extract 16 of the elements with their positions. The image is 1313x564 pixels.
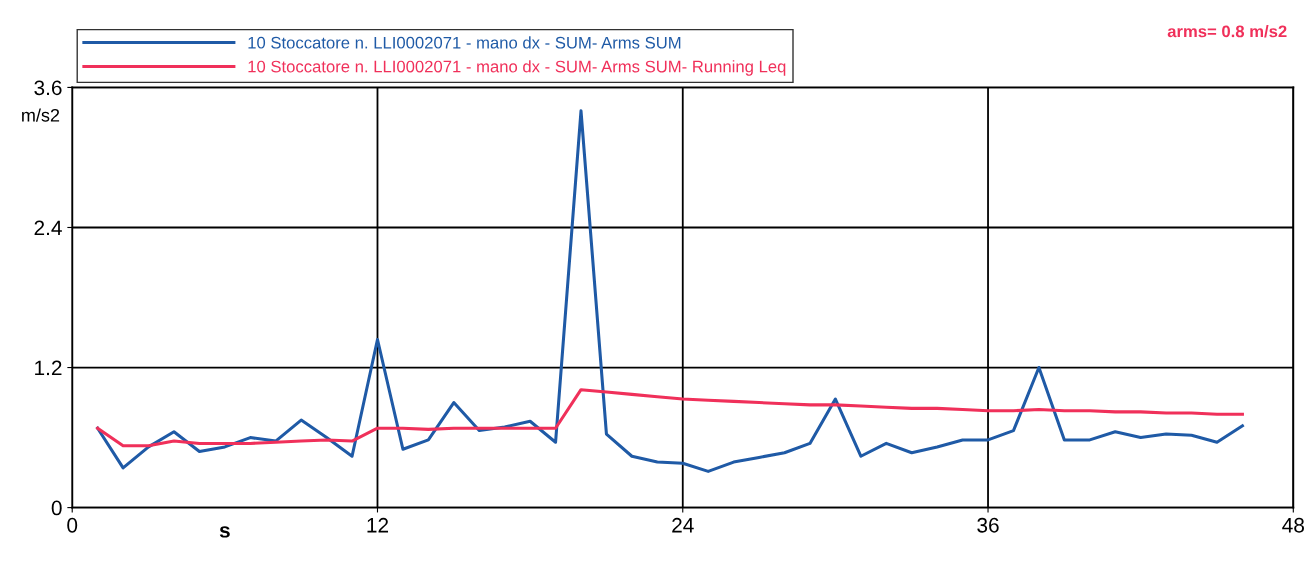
y-tick-label: 2.4 bbox=[34, 220, 62, 236]
y-tick-label: 3.6 bbox=[34, 80, 62, 96]
line-series bbox=[96, 388, 1244, 448]
x-axis-title: s bbox=[219, 526, 230, 538]
x-tick-label: 36 bbox=[977, 517, 999, 533]
x-tick-label: 48 bbox=[1282, 517, 1304, 533]
text: 10 Stoccatore n. LLI0002071 - mano dx - SUM- Arms SUM- Running Leq bbox=[248, 60, 786, 76]
y-axis-title: m/s2 bbox=[22, 108, 60, 122]
line-series bbox=[96, 109, 1244, 473]
text: arms= 0.8 m/s2 bbox=[1167, 25, 1287, 38]
y-tick-label: 0 bbox=[51, 500, 62, 516]
x-tick-label: 0 bbox=[67, 517, 78, 533]
x-tick-label: 24 bbox=[672, 517, 694, 533]
x-tick-label: 12 bbox=[367, 517, 389, 533]
text: 10 Stoccatore n. LLI0002071 - mano dx - SUM- Arms SUM bbox=[248, 36, 681, 49]
y-tick-label: 1.2 bbox=[35, 360, 62, 376]
